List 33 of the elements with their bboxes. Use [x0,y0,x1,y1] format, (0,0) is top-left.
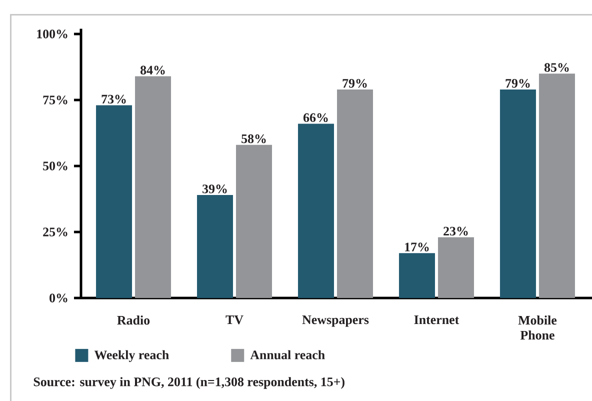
bar [298,124,334,298]
bar [96,105,132,298]
bar [398,253,435,298]
legend-label: Weekly reach [94,350,169,362]
y-tick-label: 75% [43,96,68,104]
data-label: 58% [242,134,266,144]
bar [197,195,234,298]
source-note: Source: survey in PNG, 2011 (n=1,308 respondents, 15+) [34,377,344,389]
data-label: 73% [102,94,126,104]
data-label: 84% [140,66,165,75]
data-label: 79% [506,78,530,88]
data-label: 17% [405,242,429,252]
x-tick-label: TV [226,316,244,324]
y-tick-label: 25% [43,228,68,236]
data-label: 85% [544,63,569,72]
data-label: 39% [202,184,227,194]
x-tick-label: Mobile Phone [518,316,557,340]
y-tick-label: 50% [43,162,68,170]
data-label: 79% [342,78,367,88]
bar [538,74,575,298]
bar [500,89,536,298]
x-tick-label: Internet [414,316,460,324]
x-tick-label: Newspapers [302,316,369,327]
bar [135,76,172,298]
legend-label: Annual reach [250,350,325,360]
y-tick-label: 100% [37,30,68,38]
bar [236,144,272,298]
x-tick-label: Radio [117,316,150,325]
y-tick-label: 0% [50,294,68,302]
data-label: 66% [303,113,328,122]
data-label: 23% [444,226,468,236]
bar [336,89,373,298]
bar [438,237,474,298]
